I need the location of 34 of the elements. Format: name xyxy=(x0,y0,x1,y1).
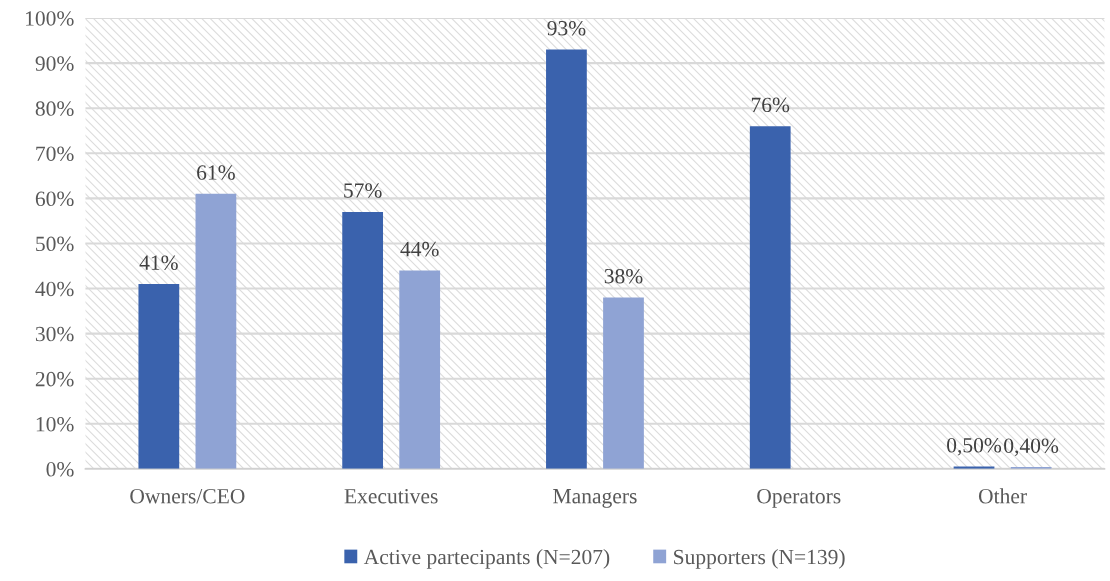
bar xyxy=(342,211,384,469)
y-tick-label: 0% xyxy=(46,462,74,477)
y-tick-label: 50% xyxy=(36,236,74,252)
legend-label: Supporters (N=139) xyxy=(674,549,845,569)
data-label: 41% xyxy=(139,255,178,270)
data-label: 61% xyxy=(197,165,235,180)
y-tick-label: 20% xyxy=(35,371,74,387)
y-tick-label: 40% xyxy=(35,281,74,297)
y-tick-label: 30% xyxy=(35,326,74,342)
bar xyxy=(546,49,587,469)
bar xyxy=(195,193,237,469)
y-tick-label: 80% xyxy=(35,101,74,116)
bar xyxy=(399,270,441,469)
y-tick-label: 60% xyxy=(35,191,74,207)
data-label: 57% xyxy=(344,183,382,198)
x-tick-label: Operators xyxy=(757,488,841,508)
y-tick-label: 90% xyxy=(35,56,74,71)
x-tick-label: Executives xyxy=(344,488,438,504)
data-label: 44% xyxy=(400,241,439,257)
data-label: 0,50% xyxy=(947,437,1002,456)
data-label: 38% xyxy=(604,268,643,284)
x-tick-label: Managers xyxy=(553,489,637,508)
data-label: 0,40% xyxy=(1004,438,1059,457)
data-label: 76% xyxy=(751,97,790,113)
y-tick-label: 100% xyxy=(26,11,74,26)
legend-label: Active partecipants (N=207) xyxy=(363,549,610,569)
bar xyxy=(603,297,644,469)
data-label: 93% xyxy=(547,20,586,36)
x-tick-label: Other xyxy=(978,488,1027,504)
y-tick-label: 70% xyxy=(36,146,74,162)
bar xyxy=(749,126,791,469)
y-tick-label: 10% xyxy=(36,416,74,432)
bar xyxy=(138,284,180,469)
x-tick-label: Owners/CEO xyxy=(130,488,245,504)
